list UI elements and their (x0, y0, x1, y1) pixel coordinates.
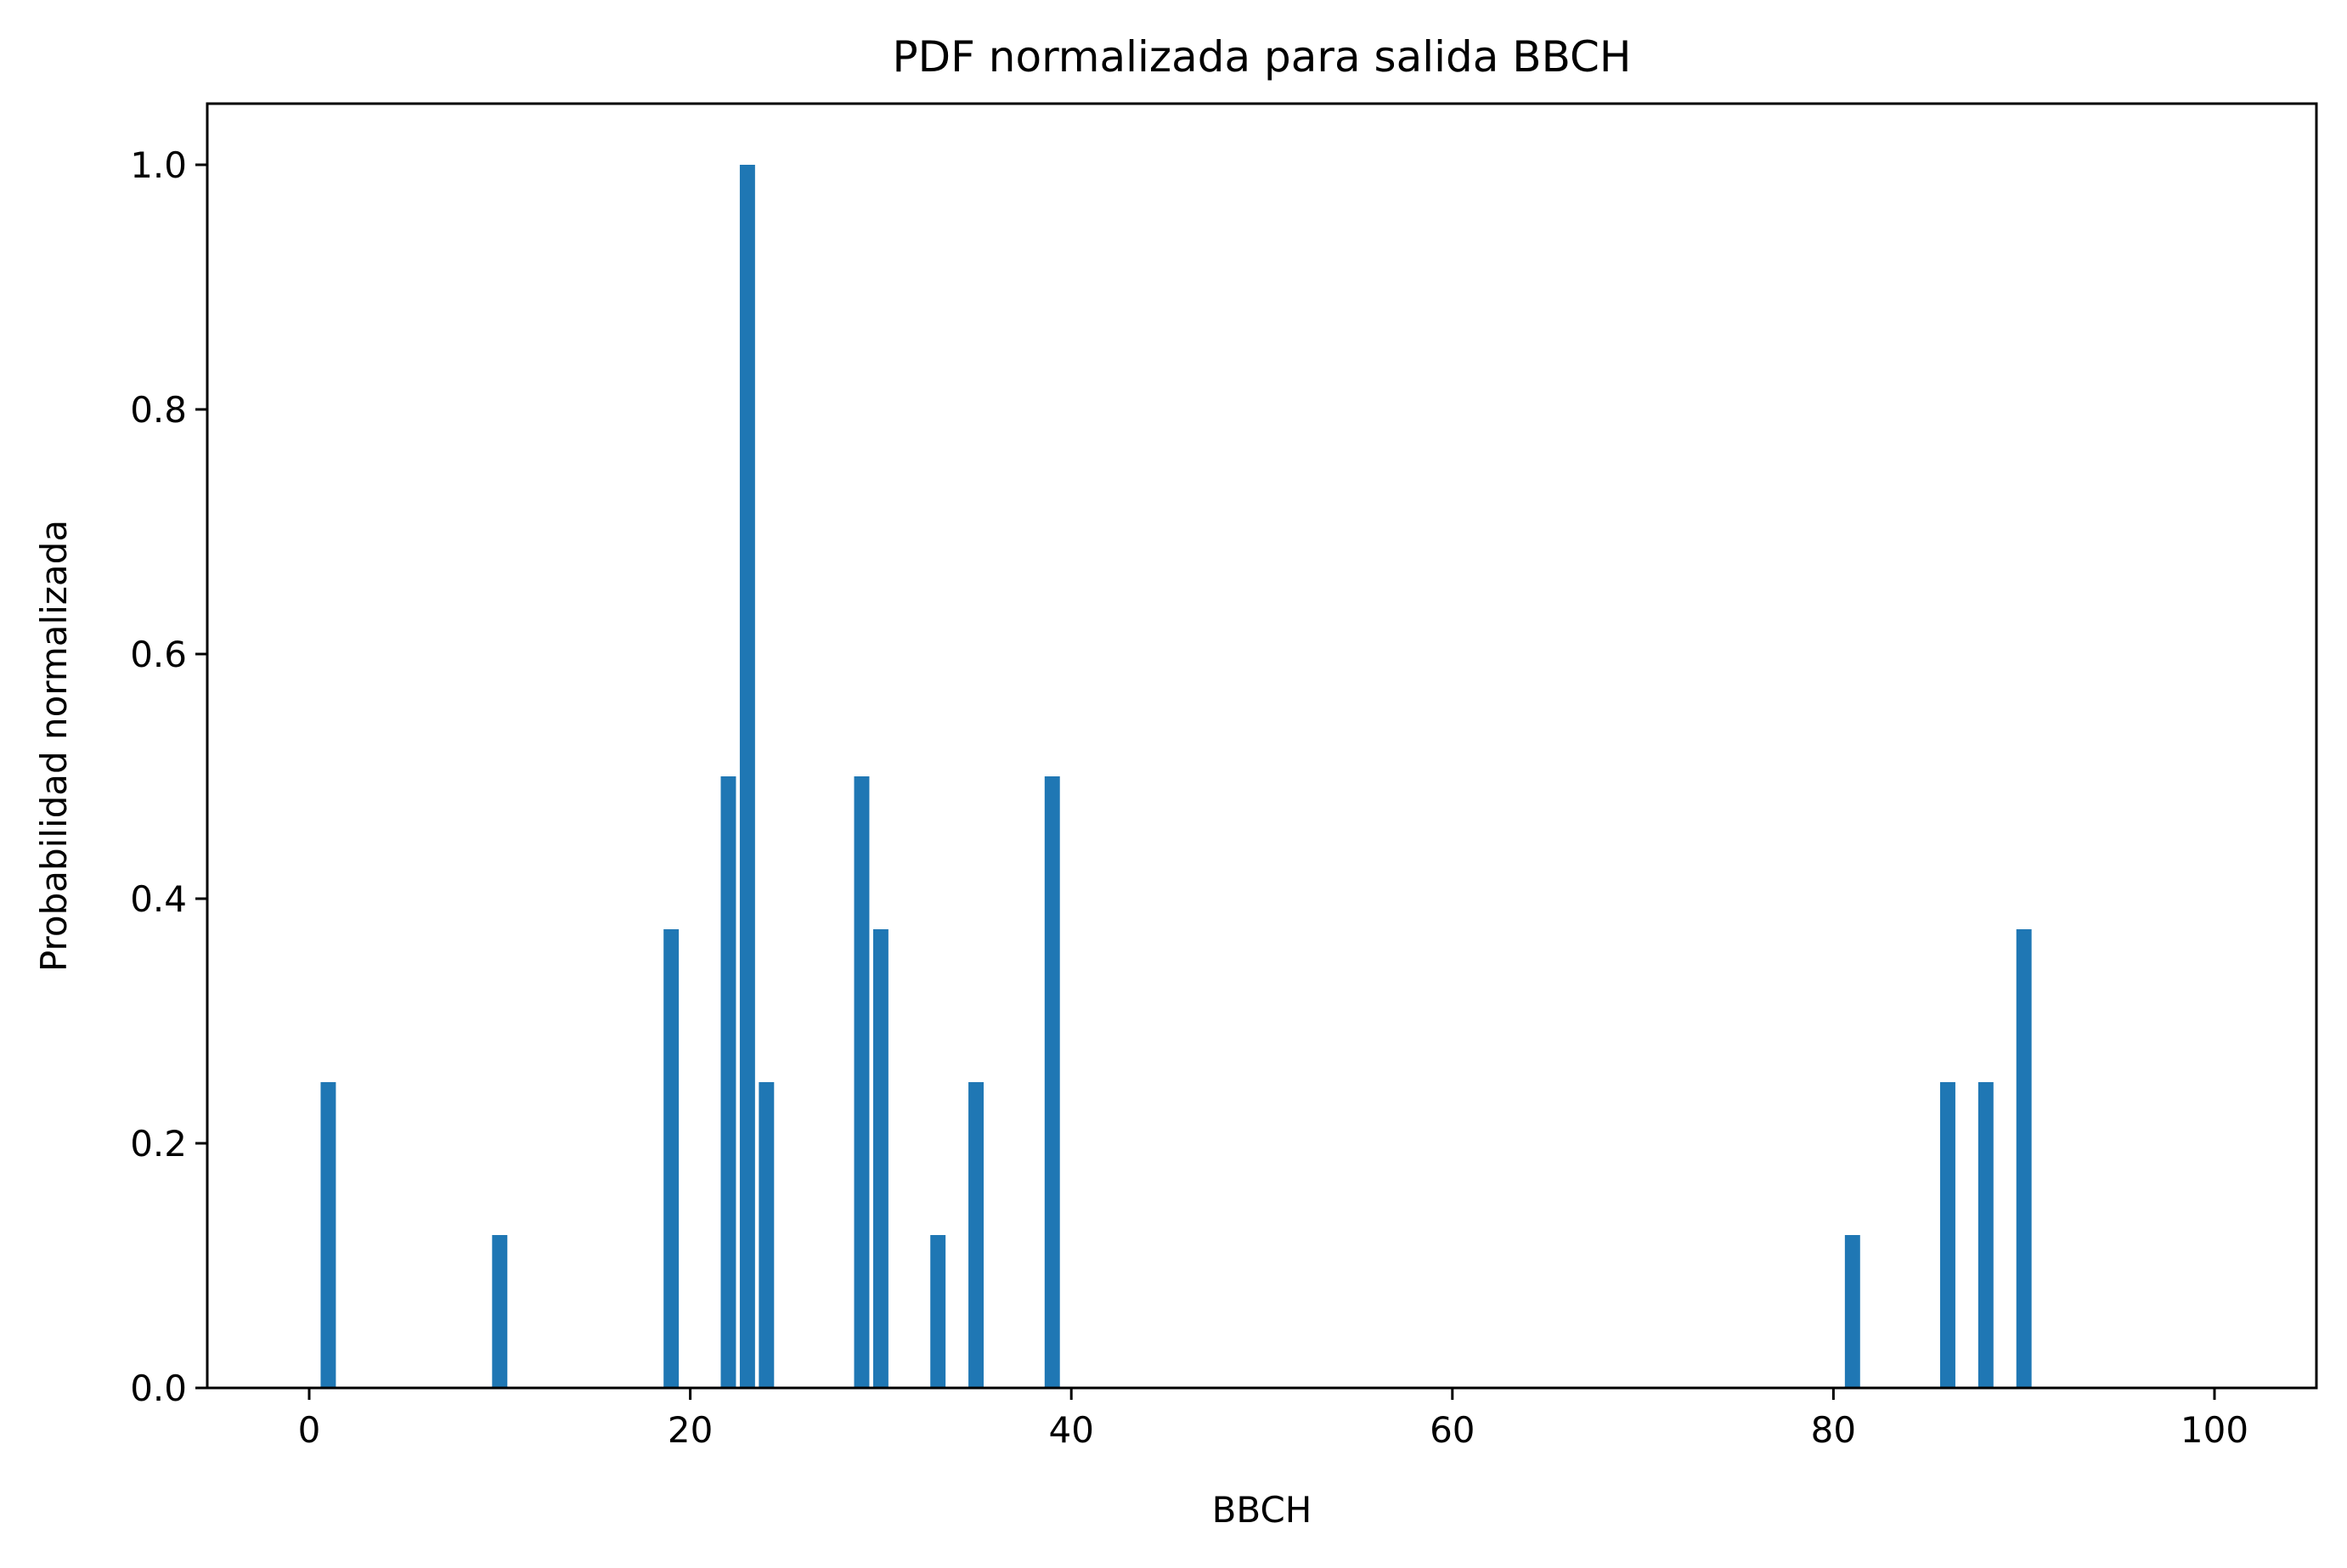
x-tick-label: 0 (298, 1409, 321, 1451)
x-tick-label: 80 (1811, 1409, 1856, 1451)
bar-bbch-81 (1844, 1235, 1860, 1388)
y-axis-label: Probabilidad normalizada (33, 520, 75, 972)
bar-bbch-23 (739, 165, 755, 1388)
y-tick-label: 0.4 (130, 878, 187, 920)
bar-bbch-35 (968, 1082, 984, 1388)
bar-bbch-88 (1977, 1082, 1994, 1388)
bar-bbch-19 (663, 929, 680, 1388)
x-tick-label: 20 (668, 1409, 713, 1451)
bars-group (320, 165, 2032, 1388)
y-tick-label: 1.0 (130, 144, 187, 186)
x-axis-label: BBCH (1212, 1489, 1312, 1531)
chart-title: PDF normalizada para salida BBCH (893, 32, 1632, 82)
y-tick-label: 0.2 (130, 1123, 187, 1165)
bar-bbch-90 (2016, 929, 2032, 1388)
x-tick-label: 40 (1048, 1409, 1093, 1451)
bar-bbch-30 (872, 929, 889, 1388)
bar-bbch-24 (759, 1082, 775, 1388)
x-tick-label: 60 (1430, 1409, 1475, 1451)
y-tick-label: 0.0 (130, 1368, 187, 1409)
y-tick-label: 0.6 (130, 634, 187, 675)
x-axis-ticks: 0 20 40 60 80 100 (298, 1388, 2248, 1451)
y-tick-label: 0.8 (130, 389, 187, 431)
y-axis-ticks: 0.0 0.2 0.4 0.6 0.8 1.0 (130, 144, 207, 1409)
bar-bbch-1 (320, 1082, 336, 1388)
bar-bbch-10 (492, 1235, 508, 1388)
bar-bbch-39 (1044, 776, 1060, 1388)
bar-bbch-86 (1940, 1082, 1955, 1388)
bar-bbch-33 (930, 1235, 946, 1388)
bar-bbch-29 (854, 776, 870, 1388)
axes-frame (206, 102, 2318, 1390)
x-tick-label: 100 (2181, 1409, 2248, 1451)
bar-bbch-22 (720, 776, 736, 1388)
